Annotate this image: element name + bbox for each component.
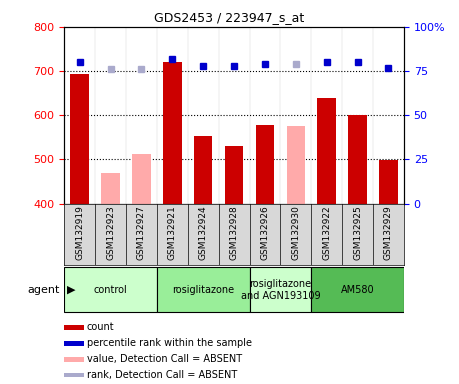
Bar bbox=[101, 174, 120, 204]
Text: agent: agent bbox=[27, 285, 60, 295]
Bar bbox=[194, 136, 213, 204]
Bar bbox=[64, 325, 84, 330]
Bar bbox=[163, 62, 182, 204]
Text: GSM132923: GSM132923 bbox=[106, 205, 115, 260]
Bar bbox=[286, 126, 305, 204]
Text: GSM132929: GSM132929 bbox=[384, 205, 393, 260]
Text: GSM132922: GSM132922 bbox=[322, 205, 331, 260]
Text: ▶: ▶ bbox=[67, 285, 75, 295]
Bar bbox=[70, 74, 89, 204]
Text: GSM132919: GSM132919 bbox=[75, 205, 84, 260]
Bar bbox=[256, 125, 274, 204]
Bar bbox=[64, 268, 157, 313]
Text: value, Detection Call = ABSENT: value, Detection Call = ABSENT bbox=[87, 354, 242, 364]
Text: count: count bbox=[87, 322, 114, 332]
Text: GDS2453 / 223947_s_at: GDS2453 / 223947_s_at bbox=[154, 12, 305, 25]
Bar bbox=[318, 98, 336, 204]
Bar bbox=[157, 268, 250, 313]
Bar bbox=[64, 341, 84, 346]
Text: GSM132930: GSM132930 bbox=[291, 205, 300, 260]
Bar bbox=[379, 160, 398, 204]
Text: control: control bbox=[94, 285, 128, 295]
Bar bbox=[348, 115, 367, 204]
Bar bbox=[225, 146, 243, 204]
Bar bbox=[250, 268, 311, 313]
Text: rank, Detection Call = ABSENT: rank, Detection Call = ABSENT bbox=[87, 370, 237, 380]
Bar bbox=[64, 357, 84, 362]
Text: rosiglitazone: rosiglitazone bbox=[172, 285, 234, 295]
Text: GSM132926: GSM132926 bbox=[260, 205, 269, 260]
Bar bbox=[132, 154, 151, 204]
Text: GSM132927: GSM132927 bbox=[137, 205, 146, 260]
Bar bbox=[64, 372, 84, 377]
Text: rosiglitazone
and AGN193109: rosiglitazone and AGN193109 bbox=[241, 279, 320, 301]
Text: GSM132925: GSM132925 bbox=[353, 205, 362, 260]
Bar bbox=[311, 268, 404, 313]
Text: GSM132921: GSM132921 bbox=[168, 205, 177, 260]
Text: GSM132928: GSM132928 bbox=[230, 205, 239, 260]
Text: GSM132924: GSM132924 bbox=[199, 205, 208, 260]
Text: percentile rank within the sample: percentile rank within the sample bbox=[87, 338, 252, 348]
Text: AM580: AM580 bbox=[341, 285, 375, 295]
